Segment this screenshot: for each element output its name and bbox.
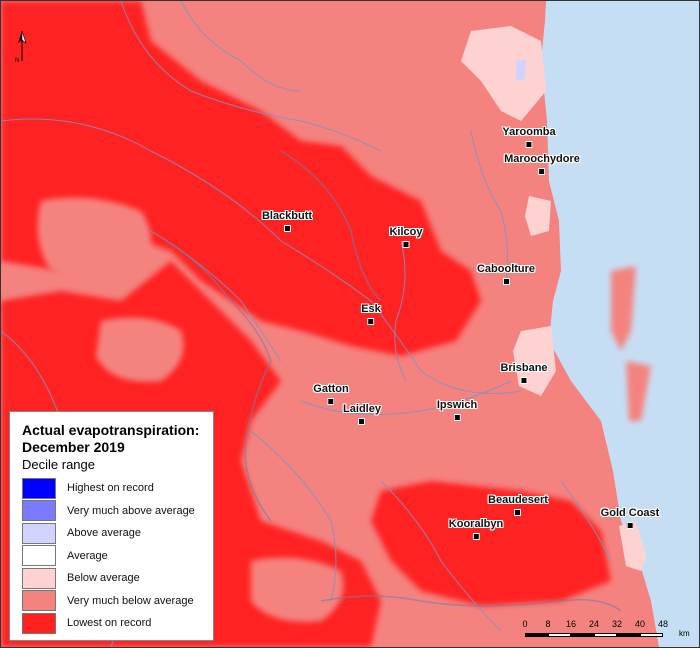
legend-item-label: Highest on record	[67, 482, 154, 495]
legend-item: Above average	[22, 522, 213, 545]
legend-swatch	[22, 567, 56, 589]
legend-item-label: Above average	[67, 527, 141, 540]
scale-segment	[525, 633, 548, 637]
north-arrow: N	[15, 30, 29, 67]
scale-tick-label: 32	[611, 619, 623, 629]
town-label: Kilcoy	[389, 226, 423, 238]
scale-segment	[594, 633, 617, 637]
town-label: Kooralbyn	[448, 518, 504, 530]
town-esk[interactable]: Esk	[361, 303, 381, 325]
town-label: Laidley	[343, 403, 381, 415]
town-maroochydore[interactable]: Maroochydore	[504, 153, 580, 175]
scale-tick-label: 24	[588, 619, 600, 629]
town-marker	[402, 241, 410, 248]
legend-item: Average	[22, 545, 213, 568]
town-gatton[interactable]: Gatton	[313, 383, 349, 405]
scale-segment	[548, 633, 571, 637]
town-ipswich[interactable]: Ipswich	[437, 399, 477, 421]
legend-title-line-1: Actual evapotranspiration:	[22, 422, 200, 438]
legend-swatch	[22, 545, 56, 567]
scale-segment	[640, 633, 663, 637]
legend-item-label: Very much above average	[67, 504, 195, 517]
scale-segment	[617, 633, 640, 637]
town-caboolture[interactable]: Caboolture	[477, 263, 535, 285]
town-marker	[514, 509, 522, 516]
legend-title: Actual evapotranspiration: December 2019	[22, 422, 213, 456]
town-marker	[283, 225, 291, 232]
legend-item-label: Lowest on record	[67, 617, 152, 630]
town-label: Blackbutt	[261, 210, 313, 222]
scale-segment	[571, 633, 594, 637]
town-label: Esk	[361, 303, 381, 315]
town-label: Gold Coast	[600, 507, 660, 519]
legend-item-label: Very much below average	[67, 594, 194, 607]
town-marker	[502, 278, 510, 285]
town-marker	[327, 398, 335, 405]
town-laidley[interactable]: Laidley	[343, 403, 381, 425]
legend-item: Lowest on record	[22, 612, 213, 635]
legend-item: Below average	[22, 567, 213, 590]
town-blackbutt[interactable]: Blackbutt	[262, 210, 312, 232]
town-label: Caboolture	[476, 263, 536, 275]
north-label: N	[15, 58, 20, 64]
scale-bar: 0 8 16 24 32 40 48 km	[521, 619, 697, 643]
legend: Actual evapotranspiration: December 2019…	[9, 411, 214, 641]
town-marker	[520, 377, 528, 384]
town-marker	[367, 318, 375, 325]
scale-tick-label: 48	[657, 619, 669, 629]
town-marker	[538, 168, 546, 175]
town-beaudesert[interactable]: Beaudesert	[488, 494, 548, 516]
town-brisbane[interactable]: Brisbane	[500, 362, 548, 384]
north-arrow-icon	[18, 30, 27, 61]
scale-tick-label: 40	[634, 619, 646, 629]
legend-swatch	[22, 590, 56, 612]
town-marker	[453, 414, 461, 421]
town-kooralbyn[interactable]: Kooralbyn	[449, 518, 503, 540]
scale-tick-label: 16	[565, 619, 577, 629]
legend-items: Highest on record Very much above average…	[22, 477, 213, 635]
legend-subtitle: Decile range	[22, 457, 95, 472]
town-marker	[472, 533, 480, 540]
legend-swatch	[22, 500, 56, 522]
town-marker	[358, 418, 366, 425]
town-yaroomba[interactable]: Yaroomba	[502, 126, 556, 148]
town-gold-coast[interactable]: Gold Coast	[600, 507, 660, 529]
above-average-patches	[516, 59, 526, 81]
town-label: Beaudesert	[488, 494, 548, 506]
town-label: Maroochydore	[504, 153, 580, 165]
legend-swatch	[22, 522, 56, 544]
legend-item-label: Average	[67, 549, 108, 562]
legend-item: Very much below average	[22, 590, 213, 613]
scale-tick-label: 8	[545, 619, 551, 629]
scale-tick-label: 0	[522, 619, 528, 629]
town-kilcoy[interactable]: Kilcoy	[389, 226, 423, 248]
very-much-below-average-patches	[37, 197, 651, 622]
legend-item: Highest on record	[22, 477, 213, 500]
legend-item: Very much above average	[22, 500, 213, 523]
town-label: Ipswich	[436, 399, 478, 411]
legend-title-line-2: December 2019	[22, 439, 125, 455]
legend-swatch	[22, 477, 56, 499]
town-marker	[626, 522, 634, 529]
legend-swatch	[22, 612, 56, 634]
town-marker	[525, 141, 533, 148]
legend-item-label: Below average	[67, 572, 140, 585]
town-label: Gatton	[313, 383, 349, 395]
town-label: Yaroomba	[502, 126, 556, 138]
catchment-boundaries	[165, 150, 622, 612]
town-label: Brisbane	[500, 362, 548, 374]
scale-unit: km	[679, 629, 690, 638]
